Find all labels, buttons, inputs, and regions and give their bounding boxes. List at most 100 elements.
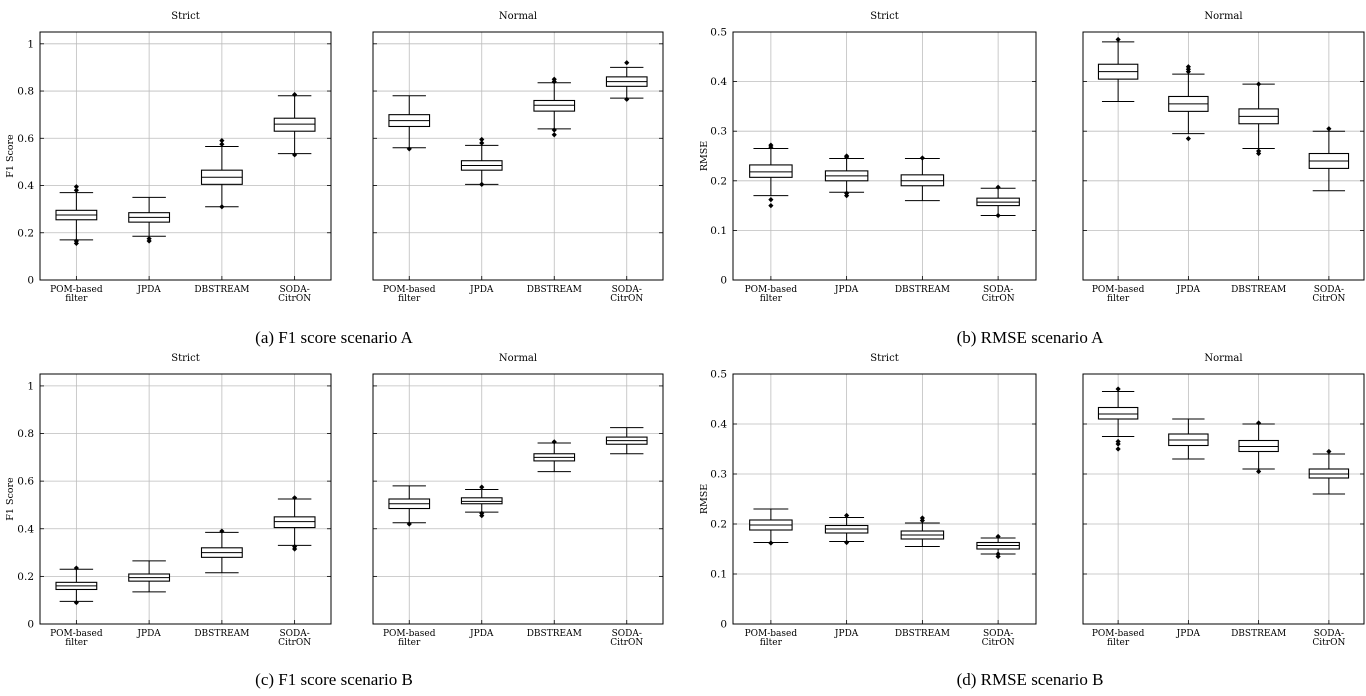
box-4: [273, 495, 316, 552]
outlier-point: [219, 204, 225, 210]
box-2: [460, 136, 503, 187]
outlier-point: [479, 136, 485, 143]
x-tick-label: CitrON: [278, 638, 311, 648]
x-tick-label: filter: [760, 638, 783, 648]
y-tick-label: 1: [27, 38, 34, 50]
plot-frame: [732, 31, 1037, 281]
x-tick-label: DBSTREAM: [895, 629, 950, 639]
x-tick-label: SODA-: [1314, 629, 1344, 639]
y-tick-label: 0.6: [17, 476, 34, 488]
x-tick-label: filter: [65, 638, 88, 648]
box-1: [55, 565, 98, 606]
outlier-point: [995, 533, 1001, 540]
box-3: [1238, 81, 1279, 157]
outlier-point: [406, 521, 412, 527]
box-2: [128, 560, 171, 593]
plot-frame: [1082, 373, 1365, 625]
x-tick-label: SODA-: [612, 629, 642, 639]
box-iqr: [533, 99, 576, 112]
x-tick-label: JPDA: [469, 285, 494, 295]
box-3: [533, 439, 576, 473]
outlier-point: [1256, 468, 1262, 475]
outlier-point: [624, 96, 630, 102]
figure-caption-c: (c) F1 score scenario B: [255, 670, 413, 689]
plot-frame: [1082, 31, 1365, 281]
outlier-point: [551, 439, 557, 445]
outlier-point: [479, 140, 485, 146]
box-iqr: [749, 164, 793, 178]
outlier-point: [551, 76, 557, 82]
outlier-point: [479, 484, 485, 490]
box-2: [1168, 64, 1209, 142]
y-tick-label: 0.1: [710, 225, 727, 237]
box-3: [900, 515, 945, 547]
x-tick-label: JPDA: [136, 629, 161, 639]
y-axis-label: F1 Score: [5, 477, 16, 521]
x-tick-label: CitrON: [1312, 294, 1345, 304]
outlier-point: [73, 599, 79, 606]
x-tick-label: DBSTREAM: [527, 629, 582, 639]
box-2: [824, 512, 869, 546]
outlier-point: [1185, 136, 1191, 142]
outlier-point: [844, 512, 850, 519]
chart-1: 00.10.20.30.40.5StrictPOM-basedfilterJPD…: [699, 11, 1365, 304]
outlier-point: [1115, 438, 1121, 445]
box-4: [605, 427, 648, 455]
outlier-point: [1256, 148, 1262, 154]
outlier-point: [768, 203, 774, 209]
y-tick-label: 0.1: [710, 569, 727, 581]
x-tick-label: JPDA: [834, 629, 859, 639]
panel-title: Strict: [870, 11, 898, 22]
x-tick-label: filter: [1107, 638, 1130, 648]
outlier-point: [1115, 446, 1121, 452]
y-tick-label: 0.8: [17, 428, 34, 440]
box-iqr: [1097, 406, 1139, 420]
x-tick-label: JPDA: [1176, 629, 1201, 639]
box-1: [1097, 36, 1139, 102]
box-3: [1238, 420, 1279, 475]
box-1: [388, 95, 431, 152]
outlier-point: [219, 138, 225, 144]
box-iqr: [460, 497, 503, 505]
y-axis-label: RMSE: [699, 141, 710, 171]
y-tick-label: 0.4: [710, 76, 727, 88]
outlier-point: [73, 184, 79, 190]
outlier-point: [292, 152, 298, 158]
x-tick-label: POM-based: [1092, 285, 1145, 295]
x-tick-label: POM-based: [745, 629, 798, 639]
x-tick-label: SODA-: [983, 285, 1013, 295]
box-iqr: [273, 516, 316, 529]
outlier-point: [1326, 126, 1332, 132]
plot-frame: [372, 31, 664, 281]
figure-caption-d: (d) RMSE scenario B: [956, 670, 1104, 689]
x-tick-label: POM-based: [1092, 629, 1145, 639]
outlier-point: [768, 197, 774, 203]
x-tick-label: CitrON: [610, 638, 643, 648]
chart-3: 00.10.20.30.40.5StrictPOM-basedfilterJPD…: [699, 353, 1365, 648]
x-tick-label: POM-based: [383, 285, 436, 295]
box-4: [605, 60, 648, 102]
box-3: [900, 155, 945, 202]
box-4: [273, 91, 316, 158]
box-4: [976, 533, 1020, 560]
outlier-point: [1326, 448, 1332, 455]
box-2: [128, 196, 171, 244]
outlier-point: [1115, 36, 1121, 43]
x-tick-label: DBSTREAM: [1231, 285, 1286, 295]
y-tick-label: 0: [27, 619, 34, 631]
x-tick-label: POM-based: [745, 285, 798, 295]
y-tick-label: 0.3: [710, 469, 727, 481]
x-tick-label: SODA-: [279, 629, 309, 639]
y-tick-label: 0: [720, 619, 727, 631]
y-tick-label: 0: [27, 275, 34, 287]
y-tick-label: 0.2: [710, 519, 727, 531]
box-3: [200, 138, 243, 210]
box-1: [55, 184, 98, 246]
box-4: [1308, 126, 1350, 192]
